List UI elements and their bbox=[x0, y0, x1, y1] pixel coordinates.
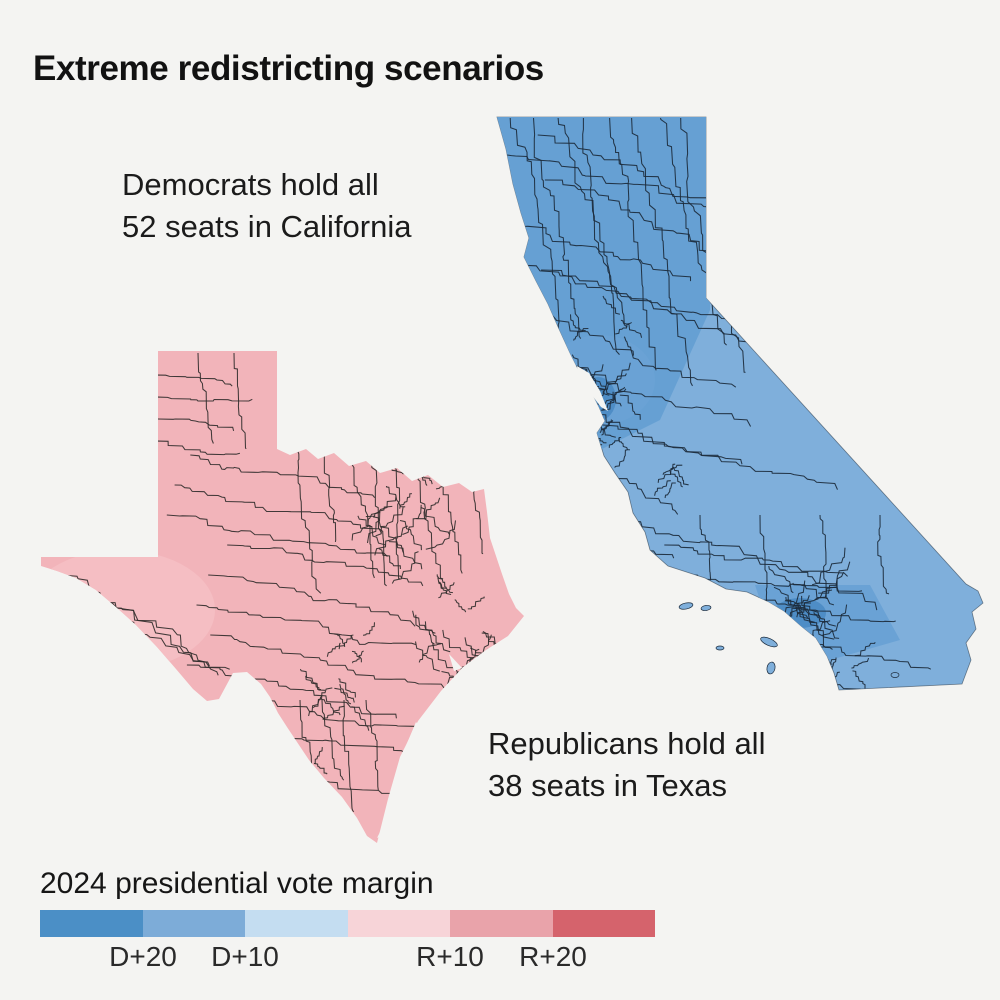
california-map bbox=[496, 116, 984, 691]
legend-swatch-rep-0-10 bbox=[347, 910, 450, 937]
legend-swatch-dem-10-20 bbox=[142, 910, 245, 937]
graphic-title: Extreme redistricting scenarios bbox=[33, 49, 544, 89]
channel-islands bbox=[678, 602, 900, 678]
texas-annotation-line2: 38 seats in Texas bbox=[488, 768, 727, 803]
legend-tick-r10: R+10 bbox=[416, 941, 484, 972]
texas-map bbox=[41, 351, 524, 843]
san-francisco-bay-water bbox=[577, 366, 608, 411]
legend: 2024 presidential vote margin D+20 D+10 … bbox=[40, 867, 655, 982]
legend-tick-r20: R+20 bbox=[519, 941, 587, 972]
legend-swatch-rep-10-20 bbox=[450, 910, 553, 937]
texas-annotation-line1: Republicans hold all bbox=[488, 726, 766, 761]
galveston-bay-water bbox=[449, 654, 462, 671]
california-annotation-line1: Democrats hold all bbox=[122, 167, 379, 202]
legend-tick-d20: D+20 bbox=[109, 941, 177, 972]
legend-color-bar bbox=[40, 910, 655, 937]
california-annotation-line2: 52 seats in California bbox=[122, 209, 412, 244]
california-annotation: Democrats hold all 52 seats in Californi… bbox=[122, 164, 412, 248]
legend-title: 2024 presidential vote margin bbox=[40, 867, 434, 900]
laguna-madre-water bbox=[377, 722, 419, 838]
texas-annotation: Republicans hold all 38 seats in Texas bbox=[488, 723, 765, 807]
legend-swatch-rep-20-plus bbox=[552, 910, 655, 937]
legend-swatch-dem-20-plus bbox=[40, 910, 143, 937]
legend-swatch-dem-0-10 bbox=[245, 910, 348, 937]
legend-tick-d10: D+10 bbox=[211, 941, 279, 972]
